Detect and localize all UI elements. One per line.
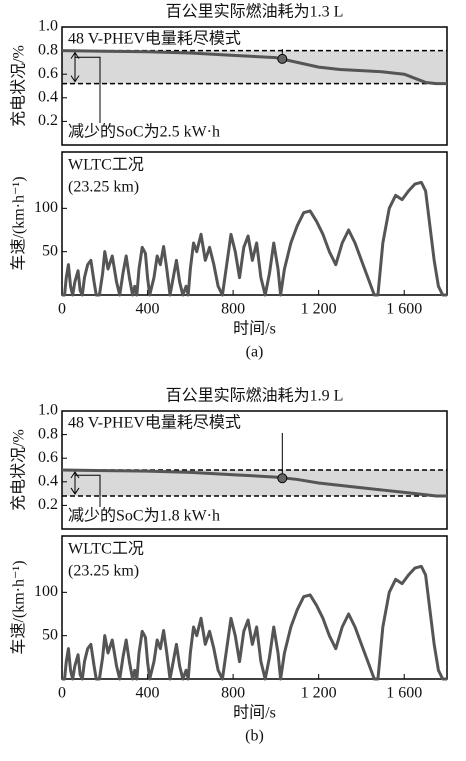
plot-frame [61,535,448,680]
depletion-band [62,470,447,496]
y-tick-label: 0.6 [38,65,58,82]
y-axis-label: 车速/(km·h⁻¹) [10,176,28,270]
y-tick-label: 0.4 [38,88,58,105]
x-axis-label: 时间/s [233,704,276,722]
arrow-leader [75,474,101,507]
x-tick-label: 1 200 [301,685,337,702]
x-axis-label: 时间/s [233,320,276,338]
x-tick-label: 800 [221,685,245,702]
x-tick-label: 1 600 [386,685,422,702]
arrow-head [70,471,80,495]
y-tick-label: 0.8 [38,425,58,442]
annotation: (23.25 km) [68,179,139,196]
y-tick-label: 100 [34,583,58,600]
arrow-leader [75,56,101,123]
chart-title: 百公里实际燃油耗为1.3 L [166,3,344,21]
data-line [61,468,447,498]
y-tick-label: 0.2 [38,496,58,513]
data-line [61,49,447,86]
marker [277,473,288,484]
y-axis-label: 车速/(km·h⁻¹) [10,560,28,654]
y-axis-label: 充电状况/% [10,429,28,511]
annotation-bg [65,507,280,527]
x-tick-label: 1 200 [301,301,337,318]
data-line [62,564,447,681]
y-tick-label: 0.6 [38,449,58,466]
plot-frame [61,26,448,146]
annotation: 减少的SoC为2.5 kW·h [68,123,220,141]
y-axis-label: 充电状况/% [10,45,28,127]
y-tick-label: 0.2 [38,112,58,129]
annotation: 48 V-PHEV电量耗尽模式 [68,414,241,432]
annotation: (23.25 km) [68,563,139,580]
caption: (b) [245,728,264,745]
y-tick-label: 50 [42,626,58,643]
y-tick-label: 1.0 [38,18,58,35]
chart-title: 百公里实际燃油耗为1.9 L [166,387,344,405]
y-tick-label: 1.0 [38,402,58,419]
y-tick-label: 100 [34,199,58,216]
plot-frame [61,151,448,296]
y-tick-label: 0.4 [38,472,58,489]
marker [277,53,288,64]
x-tick-label: 1 600 [386,301,422,318]
x-tick-label: 400 [136,685,160,702]
annotation: WLTC工况 [68,157,144,174]
x-tick-label: 400 [136,301,160,318]
y-tick-label: 50 [42,242,58,259]
annotation: 减少的SoC为1.8 kW·h [68,507,220,525]
x-tick-label: 0 [58,301,66,318]
caption: (a) [246,344,264,361]
data-line [62,180,447,297]
y-tick-label: 0.8 [38,41,58,58]
x-tick-label: 800 [221,301,245,318]
x-tick-label: 0 [58,685,66,702]
arrow-head [70,51,80,83]
annotation: WLTC工况 [68,541,144,558]
annotation-bg [65,123,280,143]
annotation: 48 V-PHEV电量耗尽模式 [68,30,241,48]
